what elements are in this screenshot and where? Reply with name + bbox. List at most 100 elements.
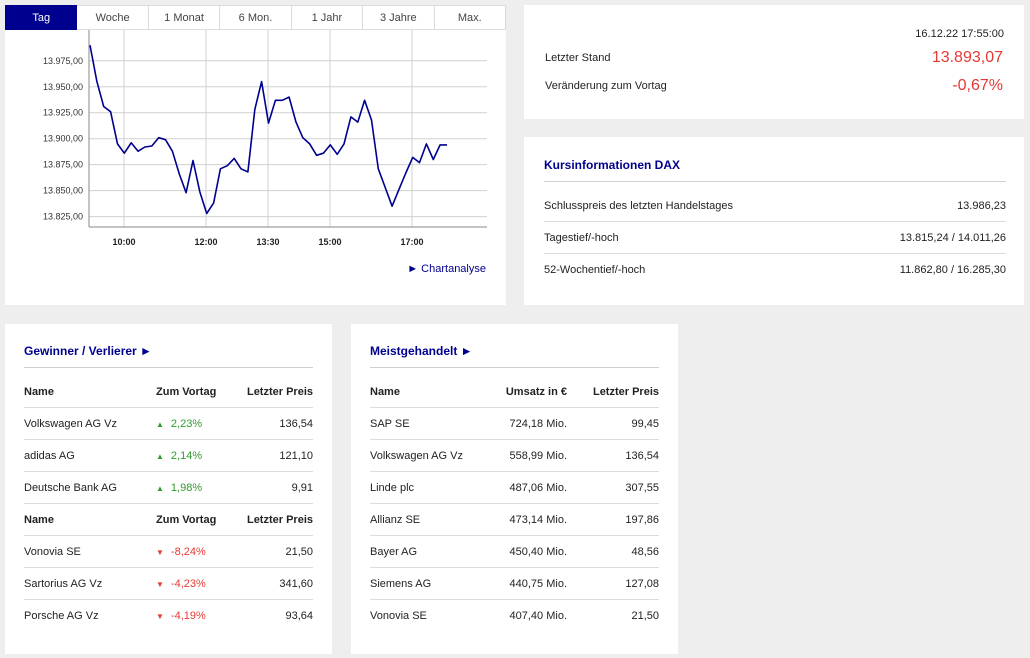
stock-price: 197,86 [625, 514, 659, 526]
stock-name[interactable]: Volkswagen AG Vz [370, 450, 463, 462]
x-tick-label: 13:30 [256, 237, 279, 247]
change-value: -0,67% [952, 77, 1003, 94]
y-tick-label: 13.975,00 [43, 56, 83, 66]
stock-name[interactable]: SAP SE [370, 418, 410, 430]
title-divider [370, 367, 659, 368]
last-price-label: Letzter Stand [545, 52, 611, 64]
stock-name[interactable]: Linde plc [370, 482, 415, 494]
info-row: 52-Wochentief/-hoch 11.862,80 / 16.285,3… [544, 254, 1006, 286]
table-row[interactable]: Porsche AG Vz ▼ -4,19% 93,64 [24, 600, 313, 632]
last-price-value: 13.893,07 [931, 49, 1003, 66]
column-header-price: Letzter Preis [246, 514, 313, 526]
quote-panel: 16.12.22 17:55:00 Letzter Stand 13.893,0… [524, 5, 1024, 119]
stock-name[interactable]: Allianz SE [370, 514, 421, 526]
y-tick-label: 13.825,00 [43, 212, 83, 222]
tab-day[interactable]: Tag [5, 5, 78, 30]
quote-timestamp: 16.12.22 17:55:00 [915, 28, 1004, 40]
stock-price: 9,91 [291, 482, 313, 494]
series-line [89, 45, 447, 215]
table-row[interactable]: Linde plc 487,06 Mio. 307,55 [370, 472, 659, 504]
tab-week[interactable]: Woche [77, 5, 149, 30]
stock-volume: 407,40 Mio. [509, 610, 567, 622]
info-label: 52-Wochentief/-hoch [544, 264, 646, 276]
stock-volume: 487,06 Mio. [509, 482, 567, 494]
chartanalyse-link[interactable]: ► Chartanalyse [407, 263, 486, 275]
info-label: Schlusspreis des letzten Handelstages [544, 199, 733, 212]
arrow-up-icon: ▲ [156, 451, 164, 461]
stock-price: 307,55 [625, 482, 659, 494]
arrow-down-icon: ▼ [156, 579, 164, 589]
y-tick-label: 13.850,00 [43, 186, 83, 196]
info-row: Tagestief/-hoch 13.815,24 / 14.011,26 [544, 222, 1006, 254]
stock-name[interactable]: Vonovia SE [370, 610, 427, 622]
column-header-name: Name [24, 386, 54, 398]
table-row[interactable]: Vonovia SE ▼ -8,24% 21,50 [24, 536, 313, 568]
table-row[interactable]: Siemens AG 440,75 Mio. 127,08 [370, 568, 659, 600]
info-value: 13.986,23 [957, 199, 1006, 212]
x-tick-label: 15:00 [318, 237, 341, 247]
stock-volume: 558,99 Mio. [509, 450, 567, 462]
stock-price: 99,45 [631, 418, 659, 430]
table-row[interactable]: Bayer AG 450,40 Mio. 48,56 [370, 536, 659, 568]
tab-1-month[interactable]: 1 Monat [148, 5, 221, 30]
stock-name[interactable]: Bayer AG [370, 546, 418, 558]
chart-panel: Tag Woche 1 Monat 6 Mon. 1 Jahr 3 Jahre … [5, 5, 506, 305]
stock-name[interactable]: Sartorius AG Vz [24, 578, 103, 590]
table-row[interactable]: Sartorius AG Vz ▼ -4,23% 341,60 [24, 568, 313, 600]
column-header-name: Name [370, 386, 400, 398]
stock-name[interactable]: Vonovia SE [24, 546, 81, 558]
most-traded-title-link[interactable]: Meistgehandelt ► [370, 344, 473, 358]
title-divider [544, 181, 1006, 182]
most-traded-panel: Meistgehandelt ► Name Umsatz in € Letzte… [351, 324, 678, 654]
arrow-up-icon: ▲ [156, 483, 164, 493]
stock-name[interactable]: adidas AG [24, 450, 75, 462]
y-tick-label: 13.925,00 [43, 108, 83, 118]
stock-price: 48,56 [631, 546, 659, 558]
stock-name[interactable]: Deutsche Bank AG [24, 482, 117, 494]
table-header: Name Umsatz in € Letzter Preis [370, 376, 659, 408]
timeframe-tabs: Tag Woche 1 Monat 6 Mon. 1 Jahr 3 Jahre … [5, 5, 506, 30]
stock-price: 93,64 [285, 610, 313, 622]
tab-3-years[interactable]: 3 Jahre [363, 5, 435, 30]
stock-price: 21,50 [631, 610, 659, 622]
tab-1-year[interactable]: 1 Jahr [291, 5, 364, 30]
stock-change: ▼ -4,23% [156, 578, 206, 590]
column-header-name: Name [24, 514, 54, 526]
info-row: Schlusspreis des letzten Handelstages 13… [544, 190, 1006, 222]
stock-change: ▼ -4,19% [156, 610, 206, 622]
table-row[interactable]: adidas AG ▲ 2,14% 121,10 [24, 440, 313, 472]
arrow-down-icon: ▼ [156, 547, 164, 557]
table-row[interactable]: SAP SE 724,18 Mio. 99,45 [370, 408, 659, 440]
gainers-losers-title-link[interactable]: Gewinner / Verlierer ► [24, 344, 152, 358]
table-row[interactable]: Volkswagen AG Vz ▲ 2,23% 136,54 [24, 408, 313, 440]
price-info-title: Kursinformationen DAX [544, 158, 681, 172]
table-row[interactable]: Deutsche Bank AG ▲ 1,98% 9,91 [24, 472, 313, 504]
tab-6-months[interactable]: 6 Mon. [220, 5, 292, 30]
x-tick-label: 10:00 [112, 237, 135, 247]
info-value: 11.862,80 / 16.285,30 [899, 264, 1006, 276]
y-tick-label: 13.950,00 [43, 82, 83, 92]
stock-name[interactable]: Siemens AG [370, 578, 432, 590]
column-header-change: Zum Vortag [156, 386, 217, 398]
y-tick-label: 13.875,00 [43, 160, 83, 170]
stock-volume: 440,75 Mio. [509, 578, 567, 590]
table-row[interactable]: Allianz SE 473,14 Mio. 197,86 [370, 504, 659, 536]
table-row[interactable]: Volkswagen AG Vz 558,99 Mio. 136,54 [370, 440, 659, 472]
stock-price: 136,54 [279, 418, 313, 430]
title-divider [24, 367, 313, 368]
arrow-up-icon: ▲ [156, 419, 164, 429]
table-header: Name Zum Vortag Letzter Preis [24, 504, 313, 536]
stock-price: 341,60 [279, 578, 313, 590]
stock-price: 21,50 [285, 546, 313, 558]
column-header-change: Zum Vortag [156, 514, 217, 526]
table-row[interactable]: Vonovia SE 407,40 Mio. 21,50 [370, 600, 659, 632]
stock-name[interactable]: Porsche AG Vz [24, 610, 99, 622]
stock-change: ▲ 2,23% [156, 418, 203, 430]
stock-price: 121,10 [279, 450, 313, 462]
price-info-panel: Kursinformationen DAX Schlusspreis des l… [524, 137, 1024, 305]
tab-max[interactable]: Max. [434, 5, 506, 30]
arrow-down-icon: ▼ [156, 611, 164, 621]
info-label: Tagestief/-hoch [544, 231, 619, 244]
info-value: 13.815,24 / 14.011,26 [899, 231, 1006, 244]
stock-name[interactable]: Volkswagen AG Vz [24, 418, 117, 430]
